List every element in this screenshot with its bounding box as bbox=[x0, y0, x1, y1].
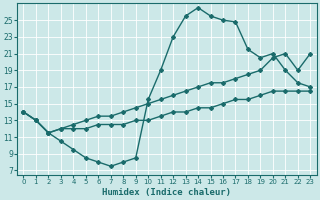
X-axis label: Humidex (Indice chaleur): Humidex (Indice chaleur) bbox=[102, 188, 231, 197]
